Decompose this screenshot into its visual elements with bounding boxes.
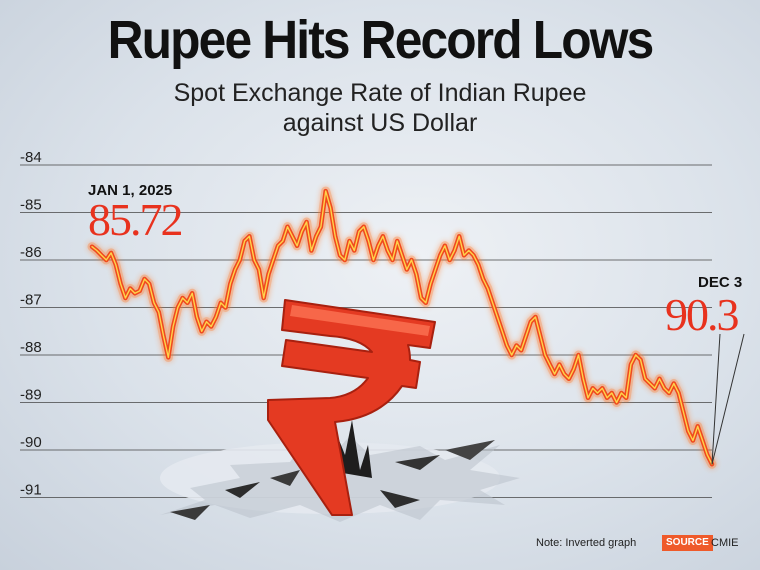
y-tick-label: -88: [20, 339, 42, 356]
series-line-path: [91, 190, 713, 465]
y-tick-label: -87: [20, 292, 42, 309]
y-tick-label: -86: [20, 244, 42, 261]
series-line: [87, 186, 717, 469]
end-annotation: DEC 3 90.3: [665, 274, 745, 465]
page-title: Rupee Hits Record Lows: [107, 10, 655, 70]
y-tick-label: -89: [20, 387, 42, 404]
y-axis-ticks: -84 -85 -86 -87 -88 -89 -90 -91: [20, 149, 42, 499]
y-tick-label: -91: [20, 482, 42, 499]
start-annotation: JAN 1, 2025 85.72: [88, 182, 184, 245]
y-tick-label: -85: [20, 197, 42, 214]
end-callout-line: [711, 333, 745, 465]
end-callout-line: [711, 333, 721, 465]
y-tick-label: -90: [20, 434, 42, 451]
y-tick-label: -84: [20, 149, 42, 166]
rupee-symbol-icon: [267, 299, 436, 516]
end-value-label: 90.3: [665, 289, 739, 340]
inverted-graph-note: Note: Inverted graph: [536, 537, 637, 549]
start-date-label: JAN 1, 2025: [88, 182, 172, 199]
start-value-label: 85.72: [88, 194, 182, 245]
end-date-label: DEC 3: [698, 274, 742, 291]
source-badge: SOURCE: [662, 535, 713, 551]
page-subtitle: Spot Exchange Rate of Indian Rupee again…: [173, 79, 587, 137]
source-name: CMIE: [711, 537, 739, 549]
